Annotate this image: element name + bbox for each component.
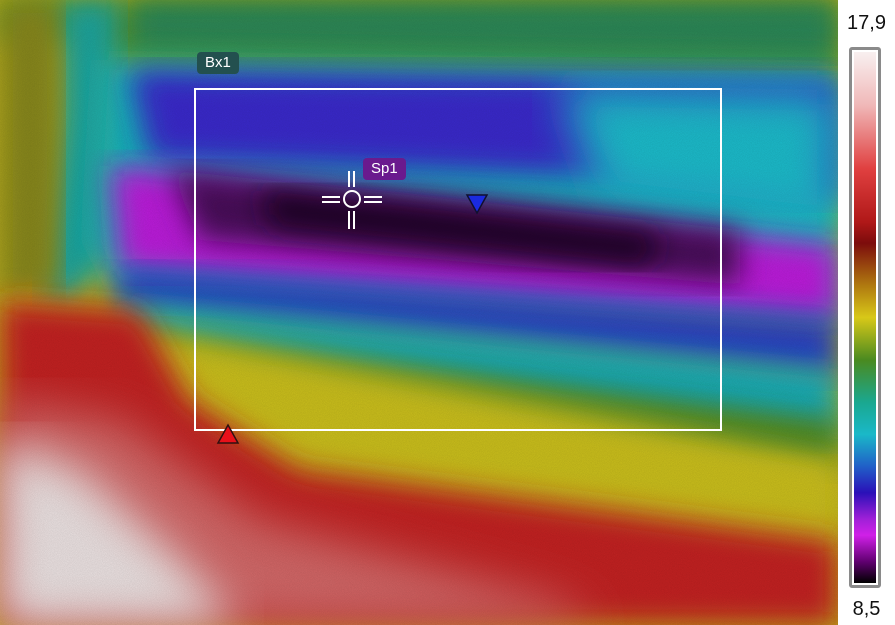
measurement-box-bx1[interactable] bbox=[194, 88, 722, 431]
temperature-scale-bar bbox=[849, 47, 881, 588]
hot-spot-triangle-icon bbox=[216, 423, 240, 444]
cold-spot-triangle-icon bbox=[465, 194, 489, 215]
temperature-scale-gradient bbox=[854, 52, 876, 583]
crosshair-icon[interactable] bbox=[322, 171, 382, 231]
thermal-image-layers bbox=[0, 0, 838, 625]
box-label: Bx1 bbox=[197, 52, 239, 74]
scale-max-value: 17,9 bbox=[847, 12, 886, 34]
scale-min-value: 8,5 bbox=[852, 598, 881, 620]
spot-label: Sp1 bbox=[363, 158, 406, 180]
thermal-image: Bx1 Sp1 bbox=[0, 0, 838, 625]
